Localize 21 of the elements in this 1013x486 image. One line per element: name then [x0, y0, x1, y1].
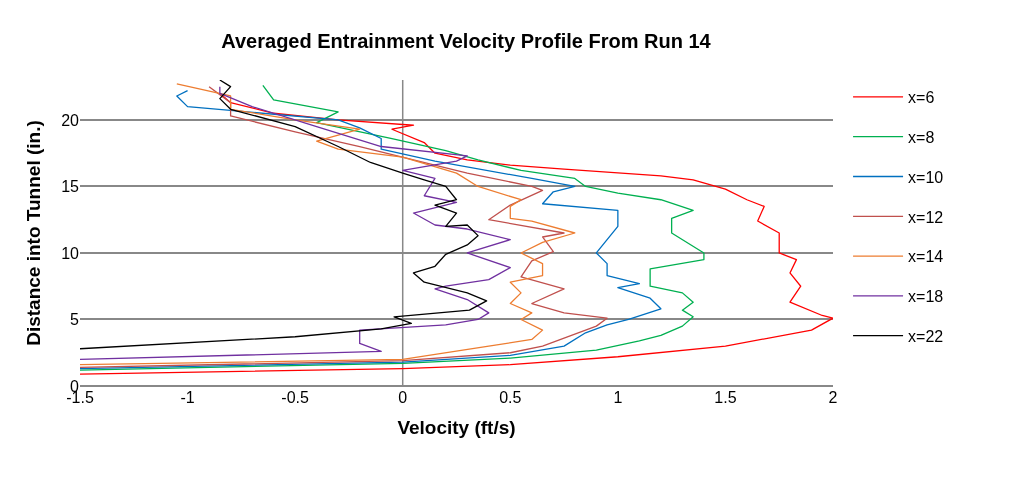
x-tick-label: 1 [613, 389, 623, 406]
legend-label: x=12 [908, 208, 944, 226]
legend-label: x=10 [908, 168, 944, 186]
chart-title: Averaged Entrainment Velocity Profile From Run 14 [221, 30, 712, 53]
x-tick-label: 0.5 [499, 389, 522, 406]
y-tick-label: 20 [61, 111, 80, 129]
y-tick-label: 15 [61, 178, 80, 196]
x-tick-label: 2 [828, 389, 838, 406]
legend-label: x=6 [908, 89, 935, 107]
legend-label: x=18 [908, 288, 944, 306]
legend-label: x=22 [908, 327, 944, 345]
x-tick-label: 1.5 [714, 389, 737, 406]
legend-label: x=14 [908, 248, 944, 266]
x-tick-label: -1 [180, 389, 195, 406]
legend-label: x=8 [908, 128, 935, 146]
x-tick-label: -0.5 [281, 389, 310, 406]
x-axis-title: Velocity (ft/s) [397, 416, 516, 438]
y-tick-label: 10 [61, 244, 80, 262]
y-axis-title: Distance into Tunnel (in.) [23, 120, 45, 346]
y-tick-label: 5 [70, 311, 80, 329]
x-tick-label: 0 [398, 389, 408, 406]
